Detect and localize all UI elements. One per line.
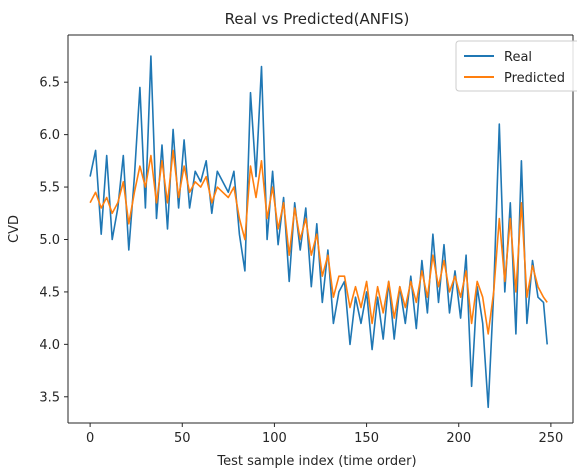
x-tick-label: 50 — [174, 431, 191, 446]
y-axis-label: CVD — [7, 215, 22, 243]
x-tick-label: 250 — [538, 431, 563, 446]
y-tick-label: 5.5 — [39, 181, 60, 196]
series-line-real — [89, 55, 548, 409]
x-tick-label: 100 — [262, 431, 287, 446]
series-line-predicted — [89, 149, 548, 335]
legend-label-real: Real — [504, 50, 532, 65]
legend-box — [455, 40, 577, 92]
series-layer — [89, 55, 548, 409]
y-tick-label: 6.0 — [39, 128, 60, 143]
chart-title: Real vs Predicted(ANFIS) — [225, 10, 410, 28]
y-tick-label: 4.0 — [39, 338, 60, 353]
x-axis-ticks: 0 50 100 150 200 250 — [86, 423, 563, 446]
x-tick-label: 150 — [354, 431, 379, 446]
y-tick-label: 5.0 — [39, 233, 60, 248]
y-tick-label: 4.5 — [39, 285, 60, 300]
x-axis-label: Test sample index (time order) — [216, 454, 416, 469]
y-tick-label: 3.5 — [39, 390, 60, 405]
legend: Real Predicted — [455, 40, 577, 92]
plot-area — [68, 35, 573, 423]
y-axis-ticks: 3.5 4.0 4.5 5.0 5.5 6.0 6.5 — [39, 76, 68, 405]
y-tick-label: 6.5 — [39, 76, 60, 91]
x-tick-label: 200 — [446, 431, 471, 446]
legend-label-predicted: Predicted — [504, 71, 565, 86]
x-tick-label: 0 — [86, 431, 94, 446]
